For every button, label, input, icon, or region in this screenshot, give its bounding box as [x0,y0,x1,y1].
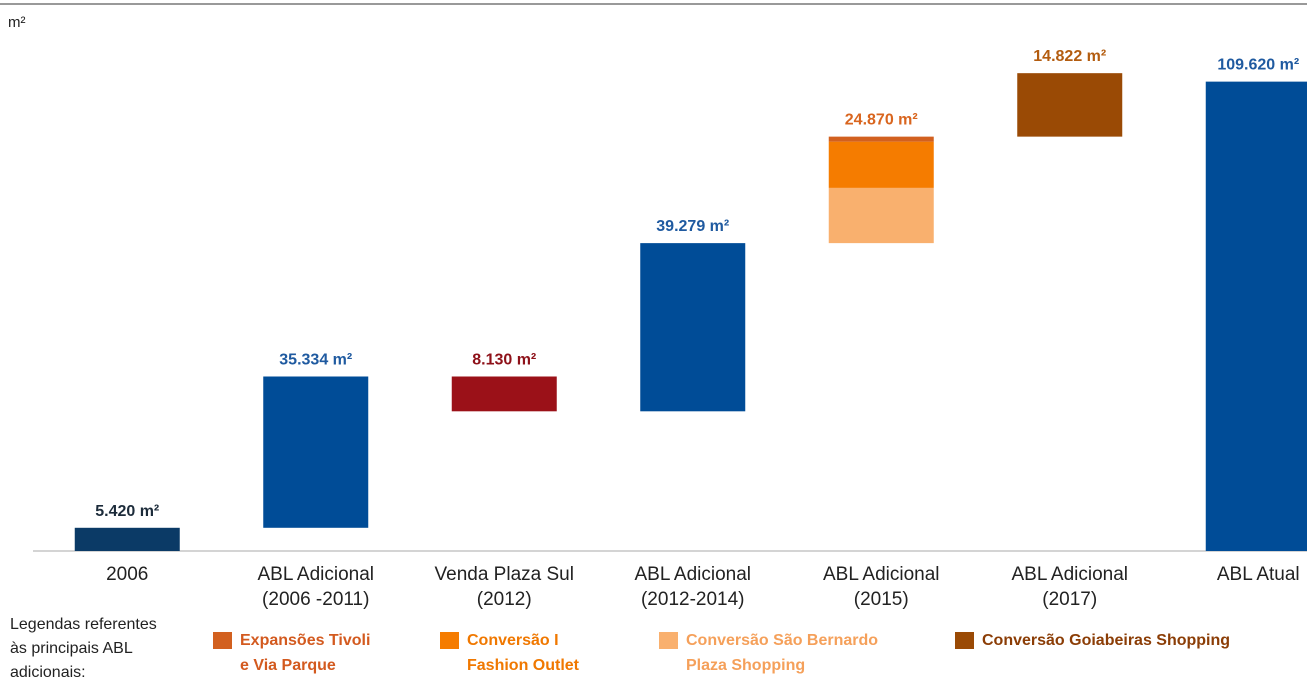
legend-label: Expansões Tivoli e Via Parque [240,632,371,674]
value-label: 109.620 m² [1217,57,1299,74]
legend-item: Conversão São Bernardo Plaza Shopping [659,628,878,678]
legend-label: Conversão Goiabeiras Shopping [982,632,1231,649]
legend-note: Legendas referentes às principais ABL ad… [10,616,157,681]
bar-segment [828,187,934,244]
x-tick-label: ABL Atual [1216,564,1300,585]
bar [1205,81,1307,552]
x-tick-label: ABL Adicional (2006 -2011) [257,564,375,610]
legend-swatch [659,632,678,649]
value-label: 8.130 m² [472,351,536,368]
value-label: 35.334 m² [279,351,352,368]
legend-item: Conversão I Fashion Outlet [440,628,579,678]
y-unit: m² [8,14,26,31]
value-label: 14.822 m² [1033,48,1106,65]
bar [451,376,557,412]
value-label: 24.870 m² [845,112,918,129]
bar [263,376,369,528]
bar [1017,73,1123,137]
legend-item: Conversão Goiabeiras Shopping [955,628,1230,653]
legend-swatch [440,632,459,649]
legend-item: Expansões Tivoli e Via Parque [213,628,370,678]
x-tick-label: ABL Adicional (2017) [1011,564,1129,610]
legend-label: Conversão São Bernardo Plaza Shopping [686,632,879,674]
x-tick-label: Venda Plaza Sul (2012) [434,564,574,610]
legend-label: Conversão I Fashion Outlet [467,632,579,674]
bar [74,527,180,551]
legend-swatch [213,632,232,649]
bar [640,243,746,412]
x-tick-label: 2006 [106,564,149,585]
x-tick-label: ABL Adicional (2012-2014) [634,564,752,610]
value-label: 5.420 m² [95,503,159,520]
value-label: 39.279 m² [656,218,729,235]
x-tick-label: ABL Adicional (2015) [822,564,940,610]
bar-segment [828,136,934,142]
bar-segment [828,141,934,188]
legend-swatch [955,632,974,649]
